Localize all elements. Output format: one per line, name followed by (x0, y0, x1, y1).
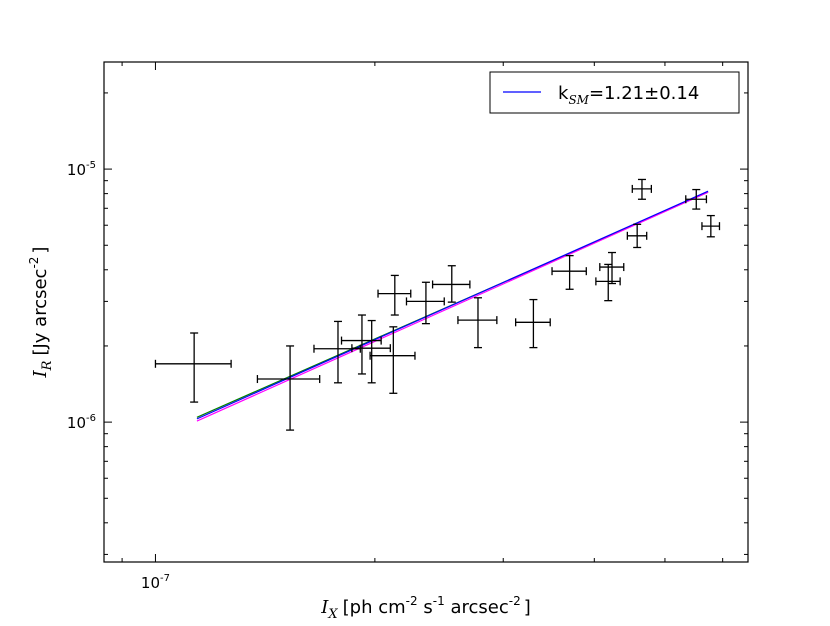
data-point (595, 263, 621, 302)
y-axis-label: IR[Jy arcsec-2] (27, 247, 55, 379)
legend: kSM=1.21±0.14 (489, 71, 740, 114)
fit-line (196, 190, 709, 420)
x-tick-label: 10-7 (141, 573, 170, 592)
data-point (626, 223, 648, 249)
fit-line (196, 191, 709, 422)
tick-labels: 10-7 10-6 10-5 (67, 160, 170, 592)
data-points (154, 178, 721, 431)
legend-label: kSM=1.21±0.14 (558, 83, 699, 107)
data-point (377, 274, 412, 316)
data-point (631, 178, 653, 200)
data-point (685, 188, 708, 210)
data-point (551, 254, 587, 290)
data-point (514, 298, 551, 349)
data-point (369, 326, 416, 394)
data-point (340, 314, 382, 375)
data-point (405, 281, 445, 325)
fit-lines (196, 190, 709, 422)
plot-frame (103, 61, 749, 563)
axis-ticks (104, 62, 748, 562)
data-point (431, 265, 471, 303)
data-point (457, 297, 498, 349)
data-point (599, 251, 625, 285)
x-axis-label: IX [ph cm-2 s-1 arcsec-2] (320, 594, 530, 622)
data-point (351, 319, 391, 384)
data-point (256, 345, 321, 431)
y-tick-label: 10-5 (67, 160, 96, 179)
y-tick-label: 10-6 (67, 413, 96, 432)
data-point (154, 332, 232, 403)
legend-box (489, 71, 740, 114)
data-point (701, 214, 721, 238)
